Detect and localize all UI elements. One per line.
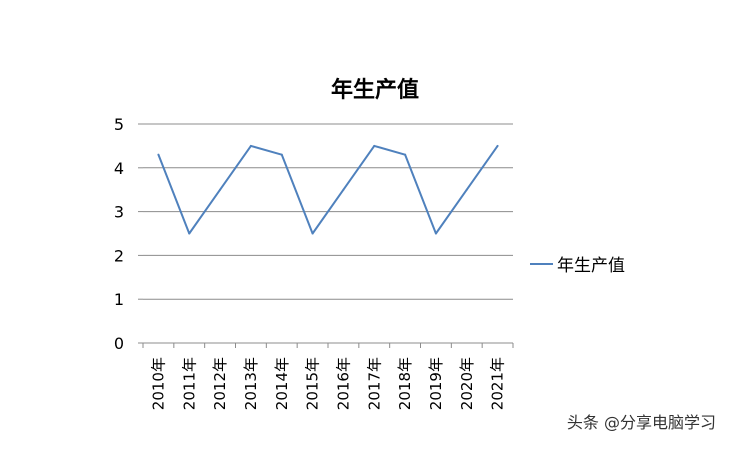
data-point-2012年: [219, 188, 222, 191]
series-group: [157, 144, 499, 235]
x-tick-label-2018年: 2018年: [396, 357, 414, 410]
data-point-2011年: [188, 232, 191, 235]
x-tick-label-2011年: 2011年: [180, 357, 198, 410]
y-tick-label-2: 2: [114, 246, 124, 265]
watermark-text: 头条 @分享电脑学习: [567, 413, 716, 432]
y-tick-label-5: 5: [114, 115, 124, 134]
x-tick-label-2010年: 2010年: [149, 357, 167, 410]
legend-label: 年生产值: [557, 256, 625, 276]
y-tick-label-0: 0: [114, 334, 124, 353]
x-tick-label-2019年: 2019年: [427, 357, 445, 410]
data-point-2018年: [404, 153, 407, 156]
x-tick-label-2021年: 2021年: [489, 357, 507, 410]
data-point-2019年: [434, 232, 437, 235]
y-axis: 0 1 2 3 4 5: [114, 115, 124, 353]
y-tick-label-3: 3: [114, 203, 124, 222]
x-axis: 2010年 2011年 2012年 2013年 2014年 2015年 2016年 2017年…: [142, 343, 514, 410]
legend: 年生产值: [530, 256, 625, 276]
x-tick-label-2015年: 2015年: [304, 357, 322, 410]
x-tick-label-2012年: 2012年: [211, 357, 229, 410]
gridlines: [138, 123, 513, 344]
data-point-2013年: [249, 144, 252, 147]
data-point-2021年: [496, 144, 499, 147]
data-point-2015年: [311, 232, 314, 235]
data-point-2017年: [373, 144, 376, 147]
x-tick-label-2014年: 2014年: [273, 357, 291, 410]
x-tick-label-2013年: 2013年: [242, 357, 260, 410]
y-tick-label-1: 1: [114, 290, 124, 309]
y-tick-label-4: 4: [114, 159, 124, 178]
data-point-2016年: [342, 188, 345, 191]
series-line-0: [157, 144, 499, 235]
data-point-2010年: [157, 153, 160, 156]
chart-title: 年生产值: [331, 77, 419, 103]
x-tick-label-2016年: 2016年: [334, 357, 352, 410]
x-tick-label-2017年: 2017年: [365, 357, 383, 410]
data-point-2014年: [280, 153, 283, 156]
x-tick-label-2020年: 2020年: [458, 357, 476, 410]
data-point-2020年: [465, 188, 468, 191]
